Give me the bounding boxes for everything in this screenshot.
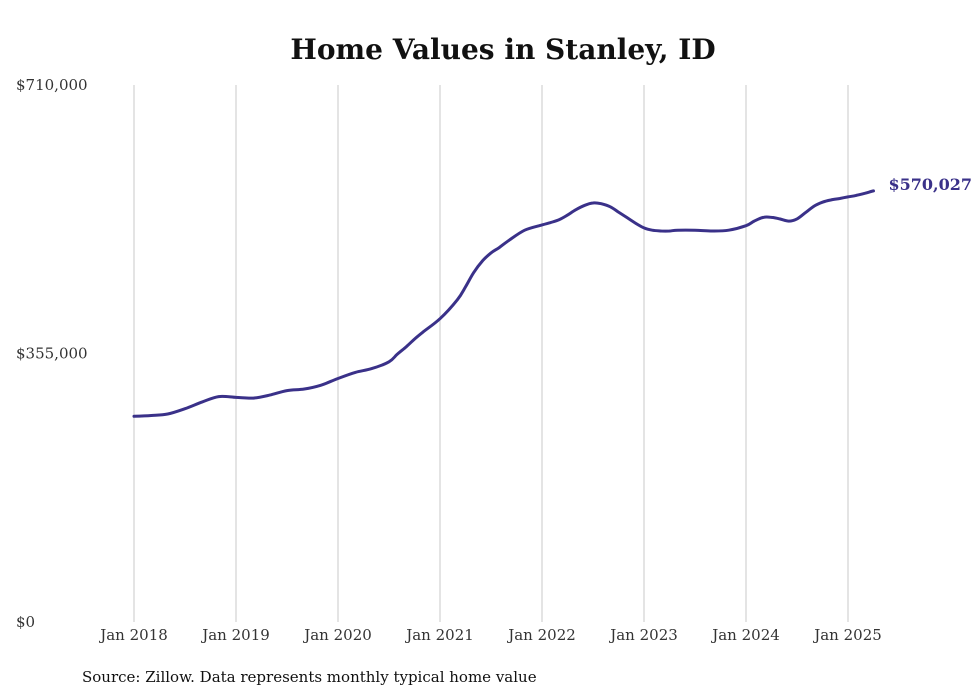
x-tick-label-2: Jan 2020 bbox=[302, 626, 372, 644]
chart-title: Home Values in Stanley, ID bbox=[290, 33, 715, 66]
x-tick-label-6: Jan 2024 bbox=[710, 626, 780, 644]
x-tick-label-7: Jan 2025 bbox=[812, 626, 882, 644]
gridlines bbox=[133, 85, 849, 622]
y-tick-label-1: $355,000 bbox=[16, 345, 88, 363]
x-tick-label-5: Jan 2023 bbox=[608, 626, 678, 644]
y-tick-label-2: $710,000 bbox=[16, 76, 88, 94]
x-tick-label-3: Jan 2021 bbox=[404, 626, 474, 644]
series-home-value: $570,027 bbox=[132, 175, 973, 418]
y-tick-label-0: $0 bbox=[16, 613, 35, 631]
series-line bbox=[132, 189, 875, 418]
x-axis-ticks: Jan 2018 Jan 2019 Jan 2020 Jan 2021 Jan 2022… bbox=[98, 626, 882, 644]
source-note: Source: Zillow. Data represents monthly … bbox=[82, 668, 537, 686]
x-tick-label-0: Jan 2018 bbox=[98, 626, 168, 644]
x-tick-label-4: Jan 2022 bbox=[506, 626, 576, 644]
line-chart: Home Values in Stanley, ID $0 $355,000 $71… bbox=[16, 33, 973, 644]
y-axis-ticks: $0 $355,000 $710,000 bbox=[16, 76, 88, 631]
end-value-label: $570,027 bbox=[889, 175, 973, 194]
x-tick-label-1: Jan 2019 bbox=[200, 626, 270, 644]
